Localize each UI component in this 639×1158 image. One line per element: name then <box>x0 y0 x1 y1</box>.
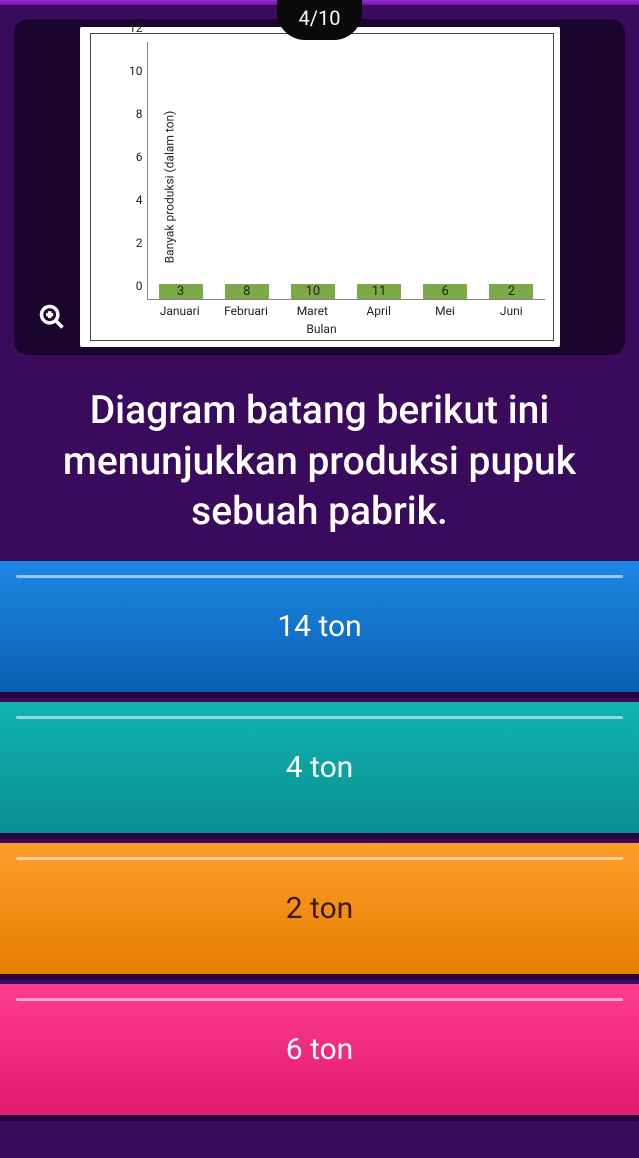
bar: 6 <box>423 284 467 299</box>
x-tick: Mei <box>416 304 474 318</box>
chart-border: Banyak produksi (dalam ton) 024681012 38… <box>90 33 554 341</box>
y-tick: 6 <box>136 150 143 164</box>
y-tick: 12 <box>129 21 143 35</box>
answer-label: 4 ton <box>286 750 354 785</box>
zoom-button[interactable] <box>34 299 70 335</box>
bar-column: 10 <box>284 284 342 299</box>
bar-column: 11 <box>350 284 408 299</box>
bar-column: 3 <box>152 284 210 299</box>
answer-option-1[interactable]: 14 ton <box>0 561 639 692</box>
bar-value-label: 11 <box>372 284 387 299</box>
plot-area: 024681012 38101162 JanuariFebruariMaretA… <box>147 42 545 300</box>
y-tick: 10 <box>129 64 143 78</box>
zoom-in-icon <box>38 303 66 331</box>
bar-value-label: 2 <box>508 284 515 299</box>
y-tick: 8 <box>136 107 143 121</box>
question-text: Diagram batang berikut ini menunjukkan p… <box>0 355 639 561</box>
bar-value-label: 3 <box>177 284 184 299</box>
answer-option-4[interactable]: 6 ton <box>0 984 639 1115</box>
y-ticks: 024681012 <box>121 42 147 300</box>
answer-label: 6 ton <box>286 1032 354 1067</box>
progress-indicator: 4/10 <box>277 0 363 40</box>
x-tick: Februari <box>217 304 275 318</box>
x-tick: April <box>350 304 408 318</box>
answers-list: 14 ton 4 ton 2 ton 6 ton <box>0 561 639 1125</box>
x-ticks: Januari Februari Maret April Mei Juni <box>147 304 545 318</box>
bar: 8 <box>225 284 269 299</box>
answer-label: 2 ton <box>286 891 354 926</box>
progress-label: 4/10 <box>299 6 341 30</box>
y-tick: 4 <box>136 193 143 207</box>
answer-option-3[interactable]: 2 ton <box>0 843 639 974</box>
question-image-card: Banyak produksi (dalam ton) 024681012 38… <box>14 19 625 355</box>
bar: 2 <box>489 284 533 299</box>
x-axis-label: Bulan <box>91 322 553 336</box>
bar: 11 <box>357 284 401 299</box>
answer-label: 14 ton <box>277 609 361 644</box>
bar-column: 8 <box>218 284 276 299</box>
y-tick: 0 <box>136 279 143 293</box>
bar-column: 6 <box>416 284 474 299</box>
bar: 10 <box>291 284 335 299</box>
bar-value-label: 10 <box>306 284 321 299</box>
bar-chart: Banyak produksi (dalam ton) 024681012 38… <box>80 27 560 347</box>
bars-container: 3 8 10 11 6 2 <box>147 42 545 300</box>
x-tick: Januari <box>151 304 209 318</box>
x-tick: Maret <box>283 304 341 318</box>
y-tick: 2 <box>136 236 143 250</box>
x-tick: Juni <box>482 304 540 318</box>
bar: 3 <box>159 284 203 299</box>
answer-option-2[interactable]: 4 ton <box>0 702 639 833</box>
bar-value-label: 6 <box>442 284 449 299</box>
bar-value-label: 8 <box>243 284 250 299</box>
bar-column: 2 <box>482 284 540 299</box>
